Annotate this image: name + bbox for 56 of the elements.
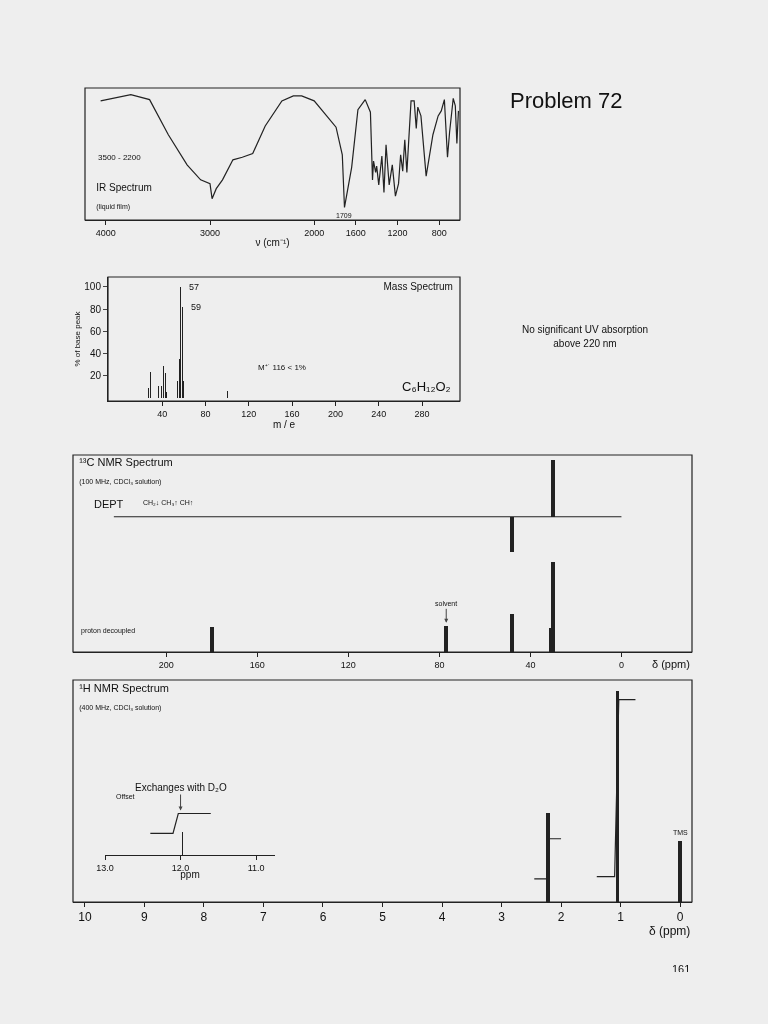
x-tick-label: 80	[200, 408, 211, 419]
y-tick-label: 60	[89, 325, 102, 337]
text: IR Spectrum	[96, 182, 152, 194]
x-tick-label: 200	[158, 659, 174, 670]
x-tick-label: 2000	[304, 227, 325, 238]
x-tick-label: 0	[676, 910, 684, 925]
chart-title: ¹H NMR Spectrum	[79, 682, 170, 695]
x-axis-title: δ (ppm)	[652, 658, 690, 670]
x-tick-label: 13.0	[96, 862, 114, 873]
x-tick-label: 11.0	[247, 862, 265, 873]
x-tick-label: 10	[78, 910, 92, 925]
x-tick-label: 4000	[95, 227, 116, 238]
x-tick-label: 280	[414, 408, 430, 419]
x-tick-label: 0	[618, 659, 624, 670]
annotation: Exchanges with D₂O	[135, 782, 227, 793]
x-tick-label: 40	[157, 408, 168, 419]
x-tick-label: 160	[284, 408, 300, 419]
x-tick-label: 3	[498, 910, 506, 925]
x-tick-label: 240	[371, 408, 387, 419]
x-tick-label: 4	[438, 910, 446, 925]
x-tick-label: 1200	[387, 227, 408, 238]
chart-title: Mass Spectrum	[383, 281, 453, 293]
y-tick-label: 40	[89, 347, 102, 359]
annotation: 57	[189, 282, 200, 292]
x-tick-label: 160	[249, 659, 265, 670]
x-tick-label: 120	[241, 408, 257, 419]
x-tick-label: 6	[319, 910, 327, 925]
annotation: DEPT	[94, 498, 124, 510]
x-tick-label: 9	[141, 910, 149, 925]
y-tick-label: 80	[89, 303, 102, 315]
x-axis-title: m / e	[272, 418, 296, 430]
x-tick-label: 5	[379, 910, 387, 925]
x-tick-label: 3000	[199, 227, 221, 238]
y-axis-title: % of base peak	[73, 310, 83, 367]
annotation: 59	[191, 302, 202, 312]
x-tick-label: 1600	[345, 227, 366, 238]
x-tick-label: 200	[327, 408, 343, 419]
text: Problem 72	[510, 88, 623, 114]
y-tick-label: 20	[89, 370, 102, 382]
x-tick-label: 1	[617, 910, 625, 925]
chart-title: ¹³C NMR Spectrum	[79, 455, 173, 468]
x-tick-label: 80	[434, 659, 445, 670]
annotation: 3500 - 2200	[98, 153, 142, 162]
x-tick-label: 2	[557, 910, 565, 925]
x-tick-label: 7	[260, 910, 268, 925]
x-tick-label: 8	[200, 910, 208, 925]
annotation: C₆H₁₂O₂	[402, 379, 451, 394]
annotation: M⁺˙ 116 < 1%	[258, 363, 306, 372]
x-tick-label: 40	[525, 659, 536, 670]
y-tick-label: 100	[84, 281, 102, 293]
x-axis-title: δ (ppm)	[649, 924, 691, 938]
x-axis-title: ν (cm⁻¹)	[255, 237, 290, 249]
text: No significant UV absorption above 220 nm	[520, 323, 650, 351]
x-tick-label: 12.0	[171, 862, 190, 873]
x-tick-label: 120	[340, 659, 356, 670]
x-tick-label: 800	[431, 227, 447, 238]
